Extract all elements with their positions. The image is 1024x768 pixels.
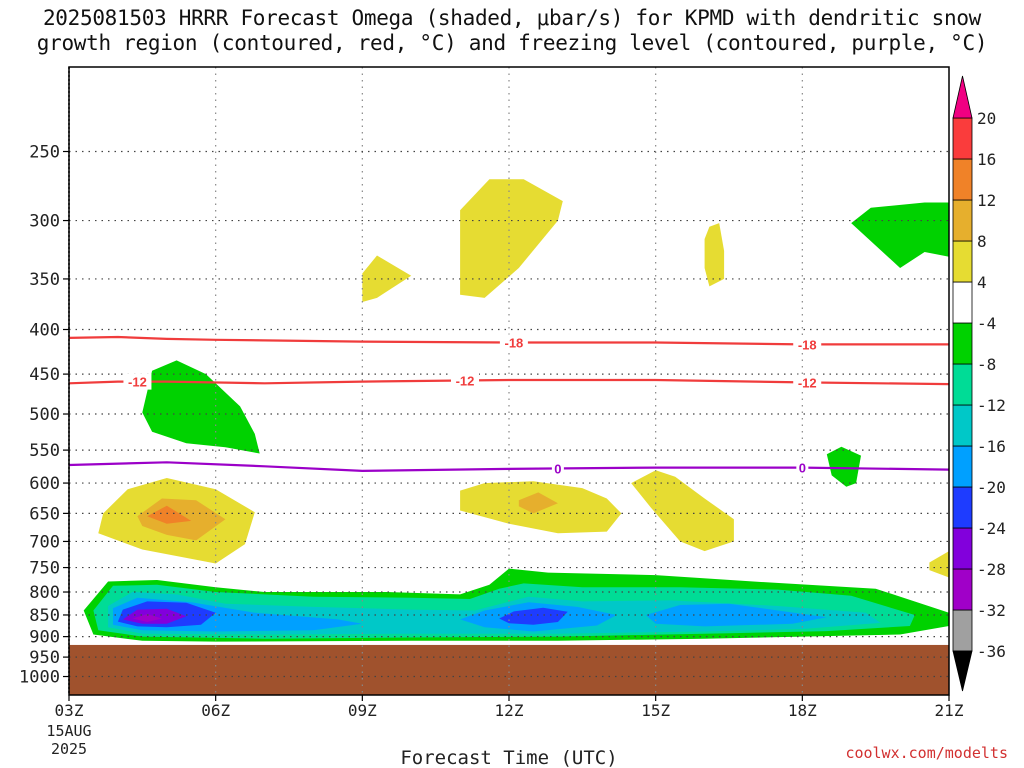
omega-region-12: [929, 551, 949, 578]
freezing-contour-line-2: [69, 461, 949, 473]
dgz-contour-label: -18: [798, 337, 817, 352]
colorbar-tick-label: 4: [977, 273, 987, 292]
y-tick-label: 1000: [19, 668, 60, 688]
x-tick-label: 09Z: [348, 701, 377, 720]
y-tick-label: 800: [29, 583, 60, 603]
omega-region-5: [826, 446, 861, 487]
colorbar-tick-label: -8: [977, 355, 996, 374]
y-tick-label: 850: [29, 606, 60, 626]
dgz-contour-label: -12: [456, 373, 475, 388]
x-tick-label: 15Z: [641, 701, 670, 720]
y-tick-label: 250: [29, 143, 60, 163]
dgz-contour-label: -12: [128, 375, 147, 390]
colorbar-segment-6: [952, 363, 973, 406]
x-tick-label: 21Z: [935, 701, 964, 720]
y-tick-label: 600: [29, 474, 60, 494]
x-tick-sublabel: 2025: [51, 740, 87, 758]
x-tick-label: 03Z: [55, 701, 84, 720]
chart-title-line2: growth region (contoured, red, °C) and f…: [36, 31, 988, 55]
colorbar-tick-label: -4: [977, 314, 996, 333]
x-tick-label: 12Z: [495, 701, 524, 720]
omega-region-21: [122, 608, 187, 624]
colorbar-segment-12: [952, 117, 973, 160]
chart-title-line1: 2025081503 HRRR Forecast Omega (shaded, …: [42, 6, 982, 30]
colorbar-tick-label: 20: [977, 109, 996, 128]
dgz-contour-label: -18: [504, 336, 523, 351]
colorbar-over-triangle: [952, 75, 973, 119]
colorbar-tick-label: -16: [977, 437, 1006, 456]
omega-region-8: [147, 505, 192, 524]
credit-link[interactable]: coolwx.com/modelts: [845, 744, 1008, 762]
omega-region-11: [631, 470, 734, 552]
x-axis-label: Forecast Time (UTC): [400, 747, 617, 768]
omega-region-0: [460, 179, 563, 298]
dgz-label-bg-1-0: [123, 373, 152, 390]
colorbar-segment-11: [952, 158, 973, 201]
colorbar-segment-9: [952, 240, 973, 283]
omega-region-2: [704, 223, 725, 287]
y-tick-label: 650: [29, 504, 60, 524]
freezing-contour-label: 0: [799, 461, 806, 476]
colorbar-segment-7: [952, 322, 973, 365]
y-tick-label: 450: [29, 365, 60, 385]
plot-area: -18 -18 -12 -12 -12 0 0: [69, 67, 949, 695]
freezing-label-bg-2-0: [551, 460, 564, 477]
y-tick-label: 700: [29, 532, 60, 552]
colorbar-segment-3: [952, 486, 973, 529]
colorbar-segment-1: [952, 568, 973, 611]
colorbar-tick-label: 8: [977, 232, 987, 251]
colorbar-tick-label: 12: [977, 191, 996, 210]
chart-title: 2025081503 HRRR Forecast Omega (shaded, …: [0, 6, 1024, 56]
y-tick-label: 550: [29, 441, 60, 461]
dgz-contour-line-0: [69, 335, 949, 346]
colorbar-tick-label: -28: [977, 560, 1006, 579]
omega-region-10: [518, 492, 558, 514]
dgz-label-bg-0-0: [499, 334, 528, 351]
colorbar-segment-4: [952, 445, 973, 488]
colorbar-tick-label: 16: [977, 150, 996, 169]
colorbar: -36 -32 -28 -24 -20 -16 -12 -8 -4 4 8 12 16 20: [952, 75, 1006, 692]
y-tick-label: 950: [29, 648, 60, 668]
omega-region-1: [362, 255, 412, 302]
dgz-contour-label: -12: [798, 375, 817, 390]
colorbar-segment-8: [952, 281, 973, 324]
omega-region-22: [132, 614, 162, 622]
colorbar-segment-0: [952, 609, 973, 652]
freezing-label-bg-2-1: [796, 459, 809, 476]
colorbar-tick-label: -20: [977, 478, 1006, 497]
colorbar-tick-label: -36: [977, 642, 1006, 661]
dgz-label-bg-1-1: [451, 372, 479, 389]
colorbar-under-triangle: [952, 650, 973, 692]
y-tick-label: 500: [29, 405, 60, 425]
omega-region-3: [851, 202, 949, 268]
colorbar-segment-2: [952, 527, 973, 570]
y-tick-label: 400: [29, 321, 60, 341]
omega-region-4: [142, 360, 260, 454]
y-tick-label: 300: [29, 212, 60, 232]
dgz-label-bg-1-2: [793, 374, 822, 391]
x-tick-sublabel: 15AUG: [46, 722, 91, 740]
x-tick-label: 06Z: [201, 701, 230, 720]
colorbar-segment-10: [952, 199, 973, 242]
colorbar-tick-label: -12: [977, 396, 1006, 415]
colorbar-tick-label: -24: [977, 519, 1006, 538]
colorbar-segment-5: [952, 404, 973, 447]
omega-region-18: [645, 603, 827, 627]
x-tick-label: 18Z: [788, 701, 817, 720]
freezing-contour-label: 0: [554, 461, 561, 476]
colorbar-tick-label: -32: [977, 601, 1006, 620]
omega-region-20: [499, 607, 568, 625]
y-tick-label: 350: [29, 270, 60, 290]
y-tick-label: 750: [29, 559, 60, 579]
dgz-label-bg-0-1: [793, 336, 822, 353]
y-tick-label: 900: [29, 628, 60, 648]
